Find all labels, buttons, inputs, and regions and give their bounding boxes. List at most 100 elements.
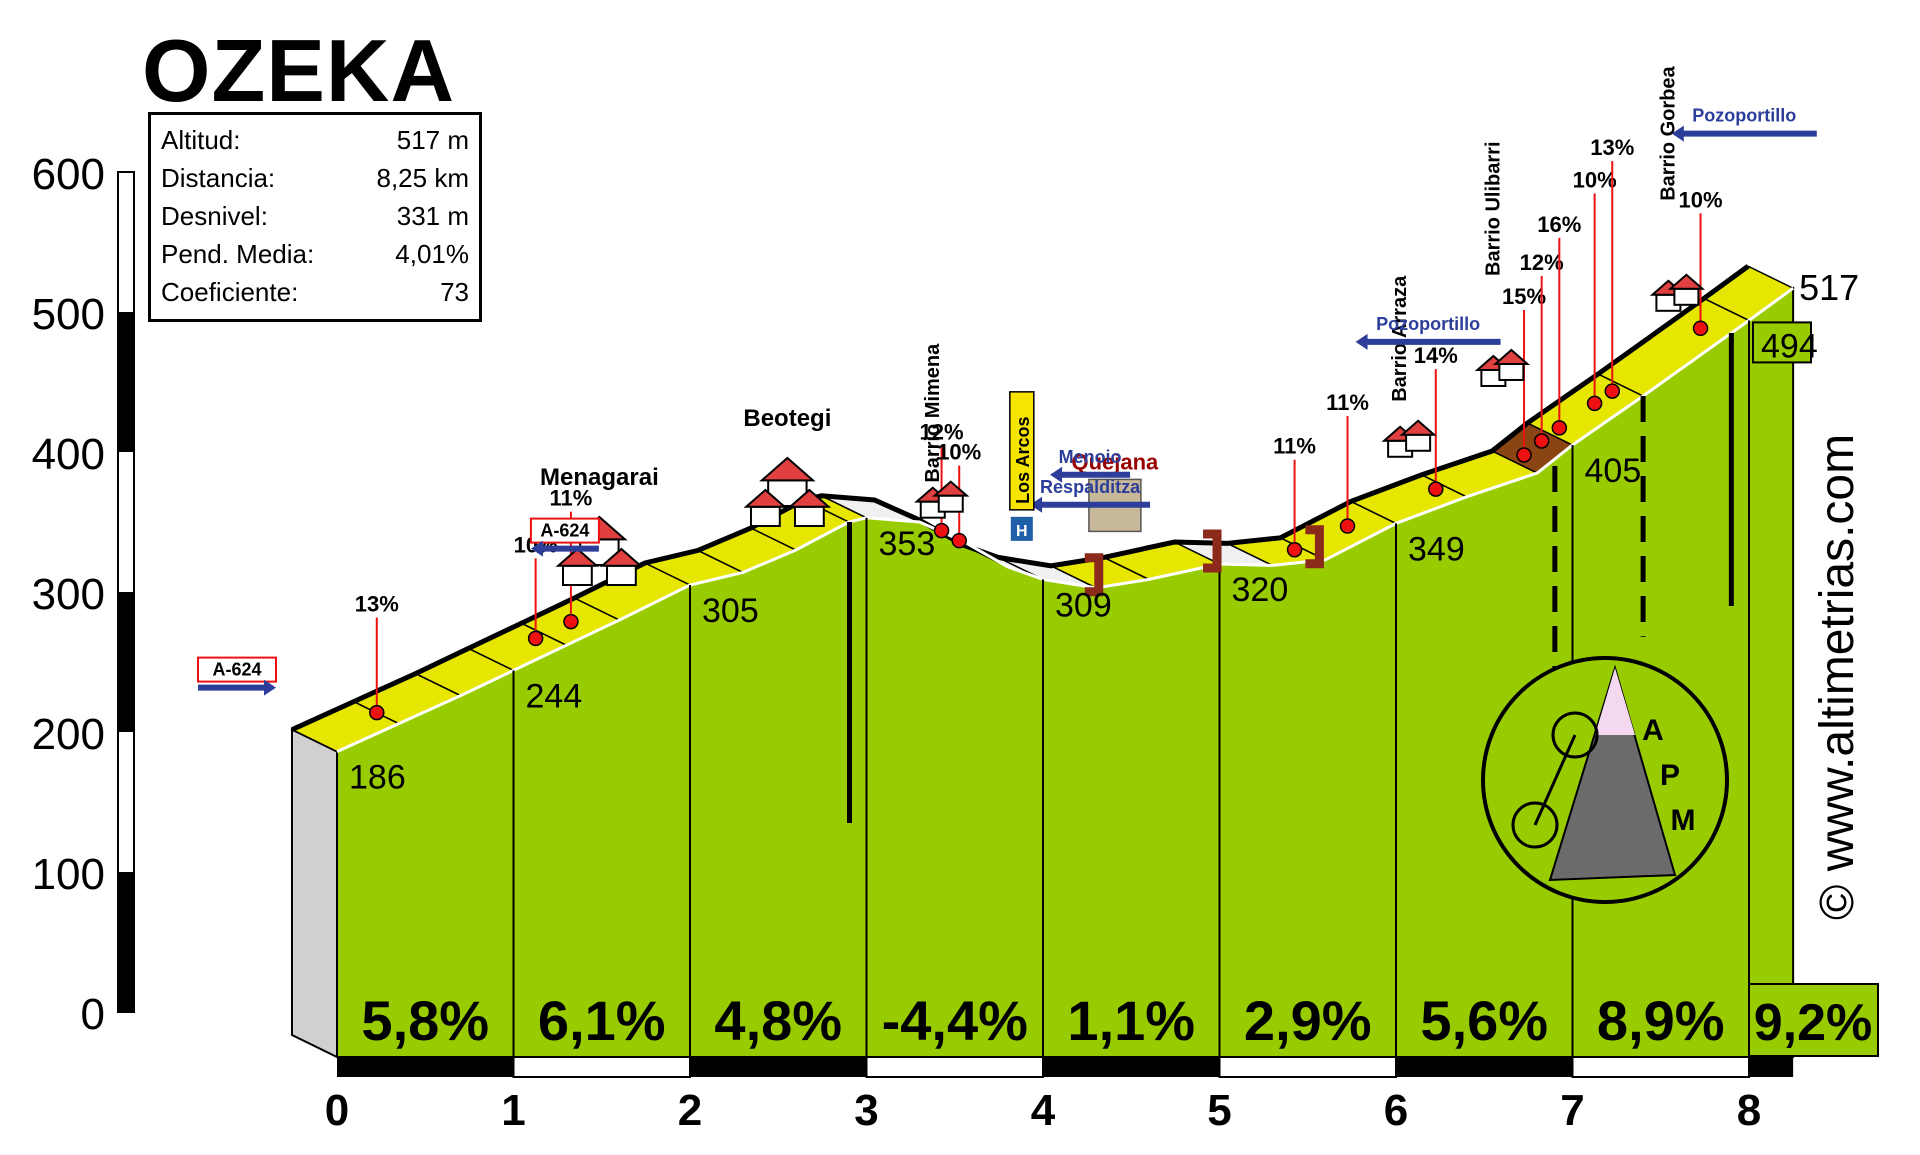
road-sign-label: A-624 <box>212 660 261 680</box>
place-name: Barrio Mimena <box>922 343 944 483</box>
apm-logo: APM <box>1481 656 1729 904</box>
scale-bar-block <box>118 592 134 732</box>
place-icon <box>787 488 832 527</box>
profile-side-face <box>291 727 338 1059</box>
altitude-label: 309 <box>1055 586 1112 624</box>
bike-frame <box>1533 734 1577 826</box>
hostel-label: H <box>1016 523 1028 540</box>
house-roof <box>759 456 816 482</box>
road-sign-label: Respalditza <box>1040 477 1141 497</box>
house-roof <box>1492 348 1531 365</box>
final-altitude-label: 517 <box>1799 267 1859 308</box>
segment-gradient: 2,9% <box>1244 989 1372 1052</box>
gradient-marker-label: 16% <box>1537 212 1581 237</box>
place-name: Menagarai <box>540 464 659 491</box>
altitude-label: 186 <box>349 759 406 797</box>
road-sign-arrowhead <box>530 540 543 557</box>
gradient-marker-dot <box>1516 447 1532 463</box>
distance-bar-block <box>690 1057 867 1077</box>
gradient-marker-label: 12% <box>1520 250 1564 275</box>
x-tick-label: 2 <box>678 1086 702 1135</box>
gradient-marker-dot <box>1286 541 1303 558</box>
segment-gradient: 8,9% <box>1597 989 1725 1052</box>
place-icon <box>743 488 788 527</box>
gradient-marker-label: 13% <box>1590 135 1634 160</box>
house-wall <box>1498 362 1525 381</box>
gradient-marker-dot <box>1339 518 1356 534</box>
altitude-label: 244 <box>526 677 583 715</box>
road-sign-arrowhead <box>1671 125 1684 142</box>
stat-value: 517 m <box>396 125 469 155</box>
stats-box: Altitud: 517 m Distancia: 8,25 km Desniv… <box>148 112 482 322</box>
distance-bar-block <box>1571 1056 1750 1078</box>
altitude-labels: 186 244 305 353 309 320 349 405 494 517 <box>349 267 1859 796</box>
gradient-marker-label: 10% <box>937 440 981 465</box>
distance-bar-block <box>1396 1057 1573 1077</box>
bike-wheel <box>1511 801 1559 849</box>
house-wall <box>1405 433 1432 452</box>
x-tick-label: 0 <box>325 1086 349 1135</box>
y-tick-label: 200 <box>32 710 105 759</box>
altitude-label: 349 <box>1408 530 1465 568</box>
bike-wheel <box>1551 711 1599 759</box>
gradient-marker-dot <box>369 704 385 721</box>
stat-label: Distancia: <box>161 163 276 193</box>
road-sign-arrowhead <box>1030 496 1043 513</box>
place-name: Barrio Arraza <box>1389 275 1411 402</box>
x-tick-label: 4 <box>1031 1086 1056 1135</box>
distance-bar-block <box>337 1057 514 1077</box>
gradient-marker-label: 12% <box>920 420 964 445</box>
house-wall <box>793 505 825 527</box>
gradient-marker-label: 11% <box>1326 390 1369 415</box>
place-icon <box>599 547 644 586</box>
place-name: Barrio Ulibarri <box>1482 141 1504 275</box>
gradient-marker-dot <box>1604 383 1621 399</box>
gradient-marker-dot <box>1586 395 1603 412</box>
copyright-text: © www.altimetrias.com <box>1811 433 1864 920</box>
segment-gradient: 5,6% <box>1420 989 1548 1052</box>
gradient-marker-label: 14% <box>1414 343 1458 368</box>
segment-gradient: 6,1% <box>538 989 666 1052</box>
road-sign-label: Pozoportillo <box>1692 106 1796 126</box>
place-icon <box>1492 348 1531 381</box>
y-tick-label: 400 <box>32 430 105 479</box>
x-tick-label: 5 <box>1207 1086 1231 1135</box>
stat-value: 4,01% <box>395 239 469 269</box>
gradient-marker-label: 11% <box>550 486 593 511</box>
distance-bar-block <box>1218 1056 1397 1078</box>
page-title: OZEKA <box>142 21 455 120</box>
gradient-marker-label: 13% <box>355 592 399 617</box>
x-tick-label: 1 <box>501 1086 525 1135</box>
logo-letter: A <box>1642 714 1664 747</box>
house-wall <box>606 564 637 586</box>
altitude-label: 494 <box>1761 327 1818 365</box>
altitude-label: 305 <box>702 592 759 630</box>
distance-bar-block <box>1749 1057 1794 1077</box>
altitude-scale <box>117 171 135 1013</box>
stat-label: Altitud: <box>161 125 241 155</box>
scale-bar-block <box>118 312 134 452</box>
bridge-bracket <box>1203 529 1222 573</box>
gradient-marker-dot <box>563 613 579 630</box>
logo-letter: M <box>1671 804 1696 837</box>
place-icon <box>1667 273 1706 306</box>
x-tick-label: 8 <box>1737 1086 1761 1135</box>
place-name: Barrio Gorbea <box>1657 65 1679 200</box>
gradient-marker-dot <box>1428 481 1444 497</box>
segment-gradient: 9,2% <box>1754 994 1873 1052</box>
gradient-marker-label: 15% <box>1502 284 1546 309</box>
distance-bar-block <box>1043 1057 1220 1077</box>
segment-gradient: 1,1% <box>1067 989 1195 1052</box>
gradient-markers: 13%10%11%12%10% 11%11%14%15%12%16%10%13%1… <box>355 135 1723 721</box>
segment-label-box <box>1748 983 1879 1057</box>
place-icon <box>932 480 970 513</box>
altitude-label: 353 <box>879 525 936 563</box>
road-sign-label: A-624 <box>540 521 589 541</box>
gradient-marker-label: 10% <box>1573 167 1617 192</box>
house-wall <box>1673 287 1700 306</box>
house-roof <box>787 488 832 508</box>
stat-value: 331 m <box>396 201 469 231</box>
distance-bar-block <box>865 1056 1044 1078</box>
altitude-label: 405 <box>1585 452 1642 490</box>
